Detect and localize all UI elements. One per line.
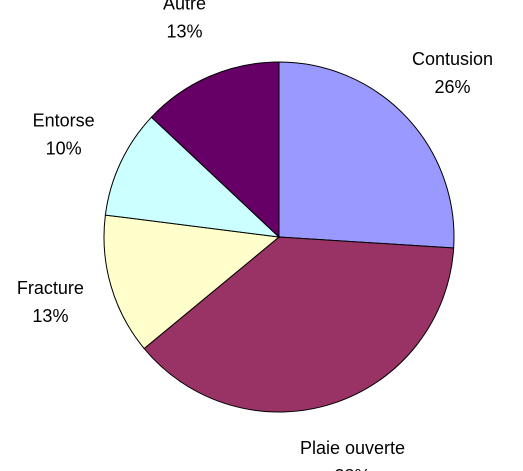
- slice-label: Fracture: [17, 278, 84, 298]
- pie-slice: [143, 236, 455, 413]
- slice-label: Plaie ouverte: [300, 438, 405, 458]
- slice-label: Autre: [163, 0, 206, 13]
- slice-label: Contusion: [412, 49, 493, 69]
- pie-slice: [103, 214, 281, 350]
- slice-value: 38%: [335, 466, 371, 471]
- slice-value: 10%: [46, 138, 82, 158]
- pie-slice: [104, 116, 281, 238]
- slice-label: Entorse: [33, 110, 95, 130]
- slice-value: 26%: [434, 77, 470, 97]
- slice-value: 13%: [32, 306, 68, 326]
- pie-slice: [278, 61, 455, 249]
- slice-value: 13%: [166, 21, 202, 41]
- pie-slice: [150, 61, 280, 239]
